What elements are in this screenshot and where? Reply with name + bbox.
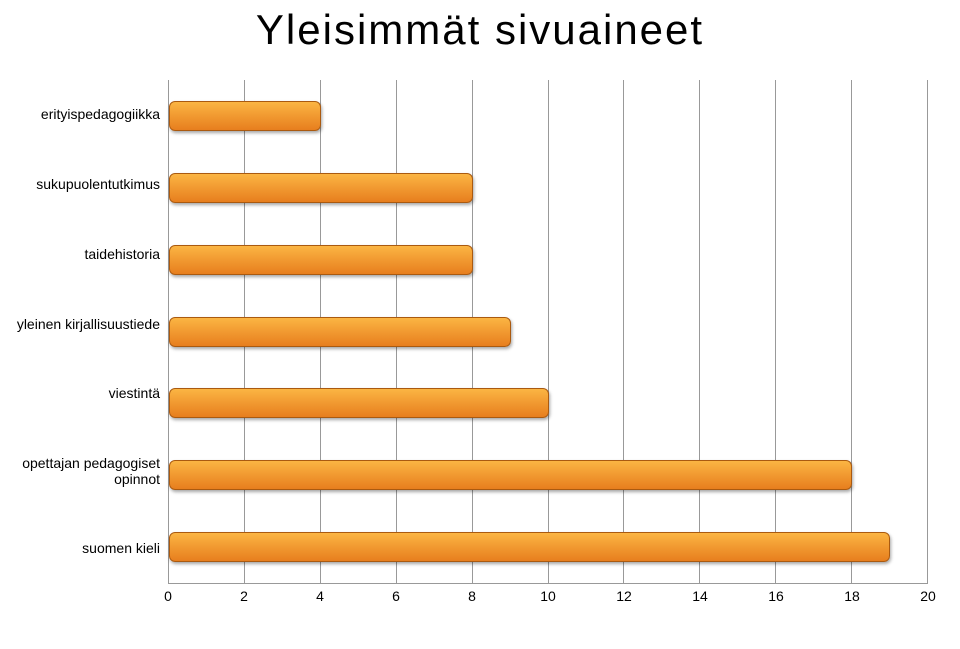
x-tick: 20 <box>920 588 936 604</box>
x-tick: 14 <box>692 588 708 604</box>
y-label: yleinen kirjallisuustiede <box>0 317 168 332</box>
data-bar <box>169 317 511 347</box>
x-tick: 6 <box>392 588 400 604</box>
data-bar <box>169 388 549 418</box>
x-tick: 16 <box>768 588 784 604</box>
data-bar <box>169 101 321 131</box>
x-tick: 4 <box>316 588 324 604</box>
chart-container: erityispedagogiikka sukupuolentutkimus t… <box>0 80 960 649</box>
data-bar <box>169 245 473 275</box>
x-tick: 8 <box>468 588 476 604</box>
x-axis: 0 2 4 6 8 10 12 14 16 18 20 <box>168 584 928 608</box>
y-label: taidehistoria <box>0 247 168 262</box>
y-label: suomen kieli <box>0 541 168 556</box>
y-label: erityispedagogiikka <box>0 107 168 122</box>
y-label: sukupuolentutkimus <box>0 177 168 192</box>
data-bar <box>169 173 473 203</box>
x-tick: 10 <box>540 588 556 604</box>
chart-title: Yleisimmät sivuaineet <box>0 6 960 54</box>
data-bar <box>169 532 890 562</box>
bars-layer <box>169 80 928 583</box>
data-bar <box>169 460 852 490</box>
x-tick: 18 <box>844 588 860 604</box>
plot-area <box>168 80 928 584</box>
y-label: viestintä <box>0 386 168 401</box>
y-axis-labels: erityispedagogiikka sukupuolentutkimus t… <box>0 80 168 584</box>
x-tick: 0 <box>164 588 172 604</box>
x-tick: 12 <box>616 588 632 604</box>
x-tick: 2 <box>240 588 248 604</box>
y-label: opettajan pedagogiset opinnot <box>0 456 168 487</box>
